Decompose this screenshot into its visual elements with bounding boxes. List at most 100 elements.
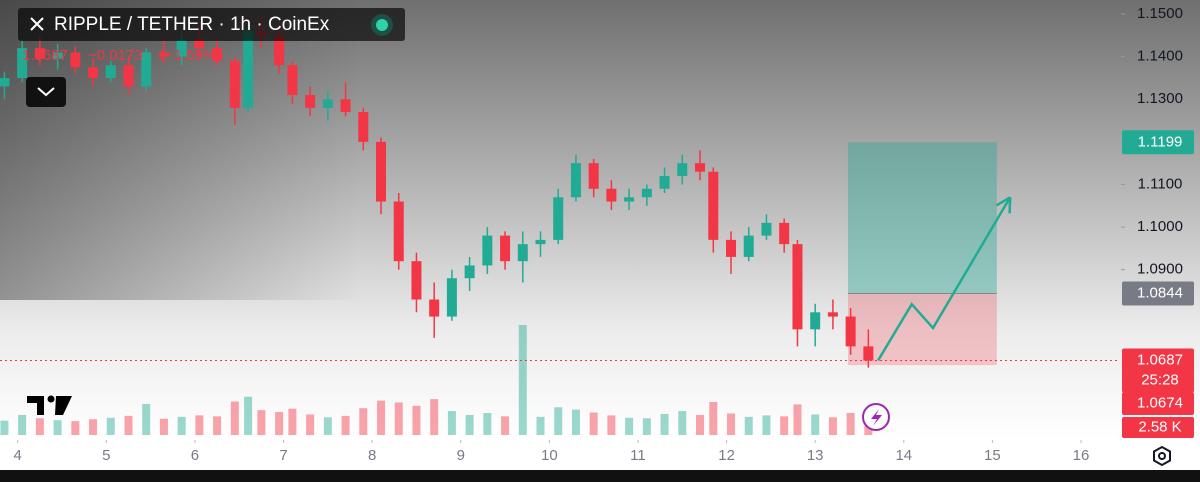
header-change: −0.0173 bbox=[88, 47, 143, 64]
candle-body bbox=[606, 188, 617, 202]
candle-body bbox=[535, 239, 546, 245]
candle-body bbox=[0, 77, 10, 87]
volume-bar bbox=[257, 410, 266, 435]
volume-bar bbox=[793, 404, 802, 435]
volume-bar bbox=[323, 417, 332, 435]
settings-icon-center bbox=[1158, 452, 1166, 460]
header: RIPPLE / TETHER · 1h · CoinEx 1.0687 −0.… bbox=[18, 8, 405, 107]
candle-body bbox=[695, 163, 705, 172]
projection-arrowhead bbox=[995, 196, 1011, 207]
header-price: 1.0687 bbox=[22, 47, 68, 64]
volume-bar bbox=[195, 415, 204, 435]
symbol-title: RIPPLE / TETHER · 1h · CoinEx bbox=[54, 14, 330, 35]
volume-bar bbox=[0, 420, 9, 435]
candle-body bbox=[411, 261, 422, 300]
volume-bar bbox=[660, 413, 669, 435]
volume-badge-box bbox=[1122, 417, 1194, 438]
candle-body bbox=[553, 197, 564, 240]
volume-bar bbox=[159, 418, 168, 435]
candle-body bbox=[845, 316, 856, 347]
price-badge-box bbox=[1122, 348, 1194, 393]
candle-body bbox=[243, 31, 254, 108]
volume-bar bbox=[89, 419, 98, 435]
candle-body bbox=[792, 244, 803, 330]
lightning-button[interactable] bbox=[862, 403, 890, 431]
volume-bar bbox=[518, 325, 527, 435]
x-tick-label: 10 bbox=[541, 447, 558, 464]
volume-bar bbox=[142, 403, 151, 435]
y-tick-label: 1.1500 bbox=[1137, 5, 1183, 22]
volume-bar bbox=[709, 402, 718, 435]
status-dot bbox=[376, 19, 388, 31]
volume-bar bbox=[828, 417, 837, 435]
settings-icon[interactable] bbox=[1153, 445, 1171, 467]
bid-badge-box bbox=[1122, 392, 1194, 415]
volume-bar bbox=[864, 422, 873, 435]
volume-bar bbox=[213, 416, 222, 435]
bid-badge-label: 1.0674 bbox=[1137, 394, 1183, 411]
candle-body bbox=[761, 222, 772, 236]
close-icon[interactable] bbox=[30, 17, 44, 31]
volume-bar bbox=[501, 416, 510, 435]
volume-bar bbox=[744, 416, 753, 435]
y-tick-label: 1.0900 bbox=[1137, 261, 1183, 278]
candle-body bbox=[393, 201, 404, 262]
candle-body bbox=[517, 244, 528, 262]
volume-bar bbox=[607, 415, 616, 435]
x-tick-label: 15 bbox=[984, 447, 1001, 464]
candle-body bbox=[194, 39, 205, 49]
volume-bar bbox=[230, 401, 239, 435]
candle-body bbox=[863, 346, 874, 361]
candle-body bbox=[105, 65, 116, 78]
volume-bar bbox=[696, 414, 704, 435]
x-tick-label: 16 bbox=[1073, 447, 1090, 464]
x-axis-strip bbox=[0, 440, 1200, 470]
volume-bar bbox=[762, 415, 771, 435]
header-box bbox=[18, 8, 405, 41]
candle-body bbox=[779, 222, 790, 245]
candle-body bbox=[588, 163, 599, 189]
logo-t bbox=[27, 396, 44, 415]
candle-body bbox=[358, 112, 369, 142]
volume-bar bbox=[71, 421, 80, 435]
dropdown-button[interactable] bbox=[26, 77, 66, 107]
x-tick-label: 6 bbox=[191, 447, 199, 464]
candle-body bbox=[708, 171, 719, 240]
volume-bar bbox=[465, 414, 474, 435]
x-tick-label: 9 bbox=[457, 447, 465, 464]
header-change-percent: (−1.59%) bbox=[160, 47, 221, 64]
projection-arrowhead bbox=[1008, 197, 1012, 214]
volume-bar bbox=[678, 411, 687, 435]
candle-body bbox=[34, 48, 45, 59]
volume-bar bbox=[642, 418, 651, 435]
candle-body bbox=[429, 299, 440, 317]
target-zone bbox=[847, 142, 997, 294]
logo-dot bbox=[47, 395, 55, 403]
candle-body bbox=[810, 312, 821, 330]
volume-bar bbox=[625, 417, 634, 435]
candle-body bbox=[726, 239, 737, 257]
volume-bar bbox=[536, 416, 545, 435]
candle-body bbox=[677, 163, 688, 176]
candle-body bbox=[176, 39, 187, 57]
candle-body bbox=[641, 188, 652, 198]
candle-body bbox=[376, 141, 387, 202]
volume-bar bbox=[727, 413, 736, 435]
volume-bar bbox=[483, 413, 492, 435]
candle-body bbox=[158, 52, 169, 57]
candle-body bbox=[229, 60, 240, 108]
candle-body bbox=[322, 99, 333, 108]
candle-body bbox=[52, 52, 63, 59]
volume-bar bbox=[377, 400, 386, 435]
volume-bar bbox=[780, 416, 789, 435]
entry-badge-box bbox=[1122, 281, 1194, 306]
volume-bar bbox=[35, 418, 44, 435]
candle-body bbox=[446, 278, 457, 317]
x-tick-label: 8 bbox=[368, 447, 376, 464]
y-tick-label: 1.1300 bbox=[1137, 90, 1183, 107]
countdown-label: 25:28 bbox=[1141, 371, 1179, 388]
candle-body bbox=[212, 48, 223, 61]
x-tick-label: 7 bbox=[279, 447, 287, 464]
